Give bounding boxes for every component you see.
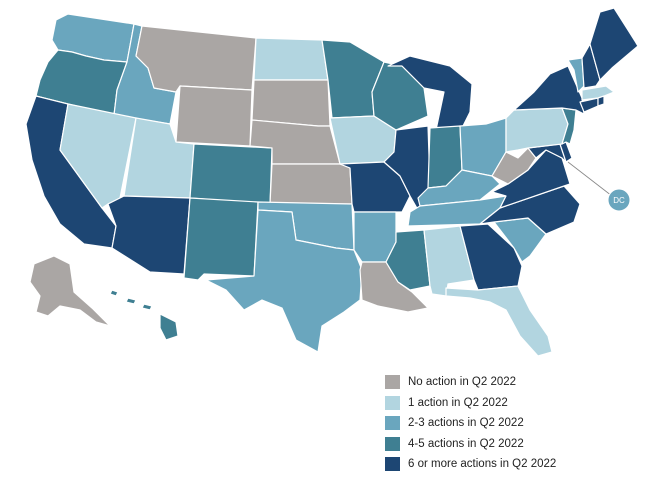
legend-swatch (385, 395, 400, 410)
state-tx (205, 209, 363, 353)
legend-label: 6 or more actions in Q2 2022 (408, 458, 557, 471)
state-nm (183, 197, 259, 281)
state-sd (251, 79, 331, 127)
legend-label: 4-5 actions in Q2 2022 (408, 437, 524, 450)
legend-label: 1 action in Q2 2022 (408, 396, 508, 409)
legend: No action in Q2 2022 1 action in Q2 2022… (385, 372, 625, 475)
state-vt (567, 57, 585, 93)
state-nh (581, 43, 601, 89)
state-il (383, 125, 431, 211)
legend-swatch (385, 457, 400, 472)
legend-swatch (385, 375, 400, 390)
state-me (589, 7, 639, 81)
legend-swatch (385, 436, 400, 451)
legend-item: 2-3 actions in Q2 2022 (385, 413, 625, 434)
state-ga (459, 223, 523, 291)
state-nc (479, 185, 581, 235)
state-nd (253, 37, 329, 81)
state-ks (269, 163, 353, 205)
state-co (189, 143, 273, 205)
legend-swatch (385, 416, 400, 431)
state-ma (581, 85, 615, 101)
legend-label: 2-3 actions in Q2 2022 (408, 417, 524, 430)
legend-label: No action in Q2 2022 (408, 376, 517, 389)
dc-label: DC (613, 196, 625, 205)
legend-item: 6 or more actions in Q2 2022 (385, 454, 625, 475)
state-mt (135, 25, 257, 93)
dc-leader-line (567, 161, 613, 197)
legend-item: 1 action in Q2 2022 (385, 393, 625, 414)
legend-item: 4-5 actions in Q2 2022 (385, 434, 625, 455)
dc-marker (607, 188, 631, 212)
state-ak (29, 255, 111, 327)
state-fl (445, 285, 553, 357)
legend-item: No action in Q2 2022 (385, 372, 625, 393)
state-az (107, 195, 191, 275)
state-wv (491, 147, 537, 185)
state-nj (561, 107, 577, 145)
state-ny (513, 65, 585, 115)
state-wy (175, 85, 253, 147)
state-hi (109, 289, 179, 341)
